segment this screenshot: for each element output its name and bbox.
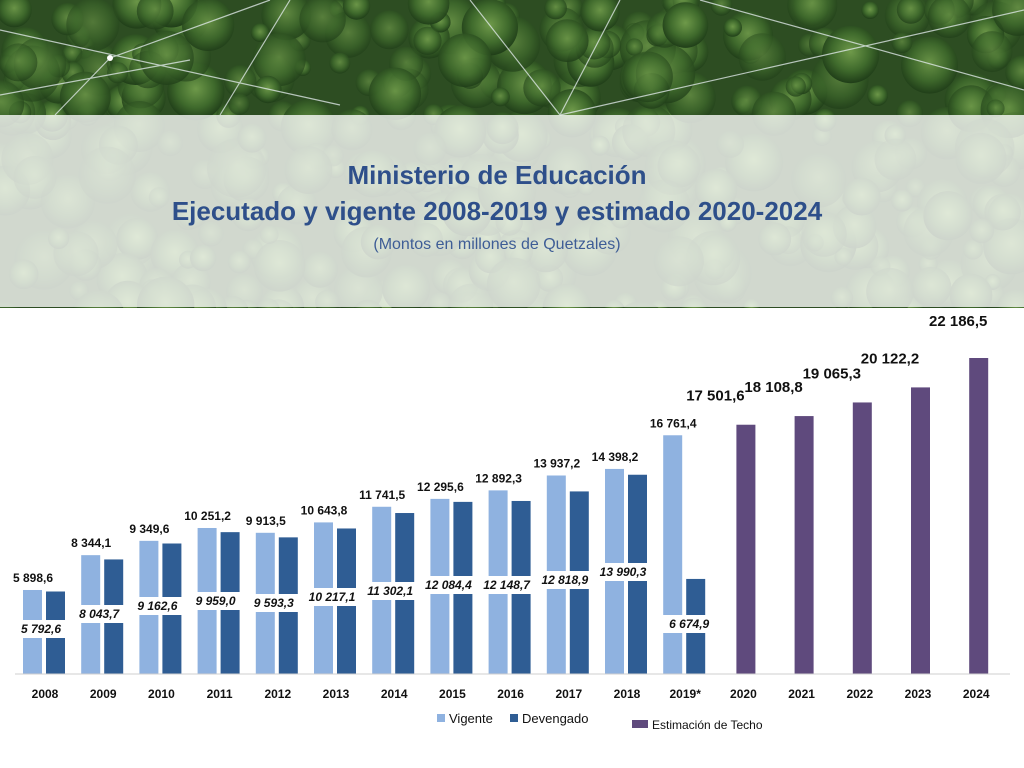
bar-techo-2021	[794, 416, 814, 674]
bar-vigente-2019*	[663, 435, 683, 674]
label-box-devengado-2009	[71, 605, 128, 623]
x-tick-2009: 2009	[90, 687, 117, 701]
label-vigente-2015: 12 295,6	[417, 480, 464, 494]
label-box-devengado-2014	[358, 582, 422, 600]
x-tick-2014: 2014	[381, 687, 408, 701]
label-box-devengado-2015	[416, 576, 481, 594]
label-techo-2024: 22 186,5	[929, 313, 987, 330]
legend-swatch-0	[437, 714, 445, 722]
legend-label-1: Devengado	[522, 711, 589, 726]
x-tick-2013: 2013	[323, 687, 350, 701]
x-tick-2024: 2024	[963, 687, 990, 701]
x-tick-2017: 2017	[555, 687, 582, 701]
label-techo-2023: 20 122,2	[861, 350, 919, 367]
x-tick-2021: 2021	[788, 687, 815, 701]
label-devengado-2010: 9 162,6	[137, 599, 177, 613]
label-vigente-2019*: 16 761,4	[650, 416, 697, 430]
label-techo-2021: 18 108,8	[744, 379, 802, 396]
x-tick-2015: 2015	[439, 687, 466, 701]
label-box-devengado-2011	[187, 592, 244, 610]
bar-techo-2024	[969, 358, 989, 674]
label-vigente-2013: 10 643,8	[301, 503, 348, 517]
legend-swatch-2	[632, 720, 648, 728]
label-devengado-2018: 13 990,3	[600, 565, 647, 579]
label-vigente-2009: 8 344,1	[71, 536, 111, 550]
label-devengado-2008: 5 792,6	[21, 622, 61, 636]
chart-title: Ministerio de Educación	[347, 160, 647, 190]
label-vigente-2018: 14 398,2	[592, 450, 639, 464]
label-box-devengado-2010	[129, 597, 186, 615]
x-tick-2018: 2018	[614, 687, 641, 701]
label-box-devengado-2017	[533, 571, 597, 589]
x-tick-2011: 2011	[207, 687, 233, 701]
label-vigente-2014: 11 741,5	[359, 488, 405, 502]
label-vigente-2017: 13 937,2	[533, 456, 580, 470]
x-tick-2022: 2022	[846, 687, 873, 701]
chart-subtitle: (Montos en millones de Quetzales)	[373, 236, 621, 253]
x-tick-2023: 2023	[905, 687, 932, 701]
label-devengado-2016: 12 148,7	[483, 578, 531, 592]
bar-chart: 5 898,6 5 792,6 8 344,1 8 043,7 9 349,6 9 162…	[12, 313, 1010, 732]
label-vigente-2010: 9 349,6	[129, 522, 169, 536]
label-vigente-2011: 10 251,2	[184, 509, 231, 523]
legend-swatch-1	[510, 714, 518, 722]
label-techo-2022: 19 065,3	[803, 365, 861, 382]
legend-label-0: Vigente	[449, 711, 493, 726]
label-box-devengado-2012	[245, 594, 302, 612]
label-vigente-2008: 5 898,6	[13, 571, 53, 585]
label-devengado-2019*: 6 674,9	[669, 617, 709, 631]
label-devengado-2015: 12 084,4	[425, 578, 472, 592]
label-devengado-2013: 10 217,1	[309, 590, 356, 604]
bar-techo-2023	[911, 387, 930, 674]
x-tick-2020: 2020	[730, 687, 757, 701]
legend-label-2: Estimación de Techo	[652, 718, 763, 732]
label-devengado-2014: 11 302,1	[367, 584, 413, 598]
label-box-devengado-2008	[12, 620, 70, 638]
label-vigente-2016: 12 892,3	[475, 471, 522, 485]
x-tick-2012: 2012	[264, 687, 291, 701]
x-tick-2008: 2008	[32, 687, 59, 701]
label-techo-2020: 17 501,6	[686, 388, 744, 405]
chart-title-line-2: Ejecutado y vigente 2008-2019 y estimado…	[171, 196, 823, 226]
x-tick-2019*: 2019*	[670, 687, 702, 701]
bar-techo-2020	[736, 424, 756, 674]
title-panel	[0, 115, 1024, 307]
label-devengado-2017: 12 818,9	[541, 573, 588, 587]
label-box-devengado-2018	[591, 563, 655, 581]
x-tick-2010: 2010	[148, 687, 175, 701]
label-box-devengado-2016	[474, 576, 539, 594]
bar-techo-2022	[852, 402, 872, 674]
label-box-devengado-2019*	[661, 615, 718, 633]
label-box-devengado-2013	[300, 588, 364, 606]
label-devengado-2011: 9 959,0	[196, 594, 236, 608]
label-devengado-2012: 9 593,3	[254, 596, 294, 610]
label-devengado-2009: 8 043,7	[79, 607, 120, 621]
label-vigente-2012: 9 913,5	[246, 514, 286, 528]
x-tick-2016: 2016	[497, 687, 524, 701]
